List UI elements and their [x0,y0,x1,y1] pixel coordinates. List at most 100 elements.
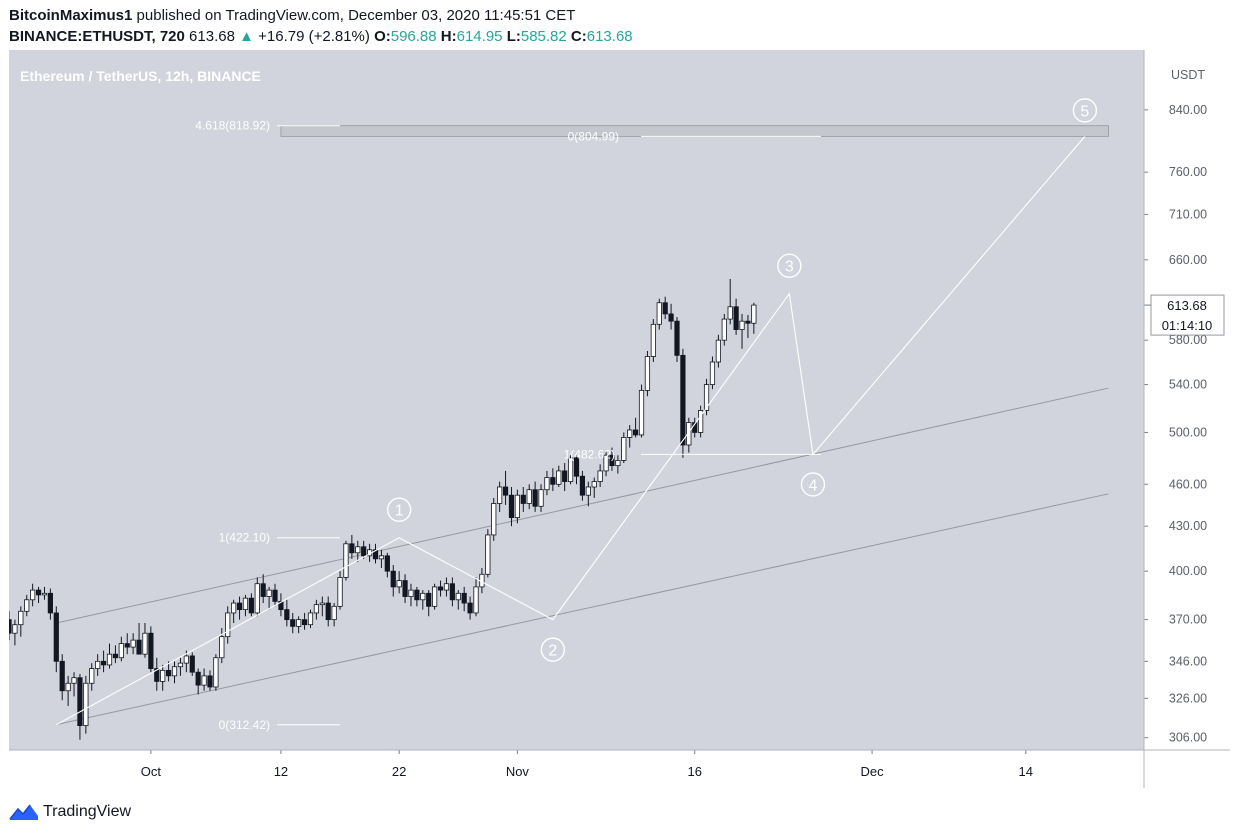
candle-body [467,602,473,614]
candle-body [361,546,367,557]
price-tick-label: 430.00 [1169,519,1207,533]
wave-label-5: 5 [1080,103,1089,120]
candle-body [272,589,278,602]
wave-circle-5 [1072,98,1098,123]
up-arrow-icon: ▲ [239,28,254,45]
candle-body [18,610,24,626]
candle-body [633,429,639,436]
candle-body [207,675,213,688]
wave-circle-1 [386,497,412,522]
candle-body [621,437,627,461]
candle-body [12,624,18,634]
candle-body [390,570,396,588]
candle-body [703,384,710,411]
candle-body [638,389,645,436]
wave-circle-4 [800,472,826,497]
candle-body [331,605,337,621]
candle-body [266,589,272,597]
tradingview-brand[interactable]: TradingView [43,803,132,820]
price-tick-label: 326.00 [1169,691,1207,705]
price-tick-label: 400.00 [1169,564,1207,578]
candle-body [242,597,249,611]
low-label: L: [506,28,521,45]
candle-body [177,662,184,668]
channel-line-1 [56,387,1109,624]
candle-body [65,682,71,692]
candle-body [337,577,343,607]
candle-body [154,668,160,682]
candle-body [674,320,680,356]
chart-title: Ethereum / TetherUS, 12h, BINANCE [20,68,261,84]
price-change: +16.79 (+2.81%) [258,28,370,45]
symbol-label: BINANCE:ETHUSDT, 720 [9,28,185,45]
channel-line-2 [56,493,1109,726]
candle-body [189,655,195,673]
fib-level-label: 0(312.42) [219,718,270,732]
candle-body [343,543,349,578]
candle-body [219,636,225,659]
candle-body [231,602,237,614]
candle-body [313,604,319,614]
candle-body [213,657,219,688]
fib-level-label: 1(422.10) [219,531,270,545]
candle-body [106,653,113,666]
candle-body [183,655,189,664]
candle-body [709,361,716,385]
close-label: C: [570,28,587,45]
candle-body [650,323,656,357]
candle-body [461,592,467,604]
price-tick-label: 370.00 [1169,613,1207,627]
candle-body [408,589,414,597]
elliott-wave-path [56,136,1086,726]
candle-body [160,669,166,682]
time-tick-label: Nov [506,764,530,779]
last-price-label: 613.68 [1167,298,1207,313]
candle-body [355,546,361,554]
candle-body [556,470,562,485]
price-chart[interactable]: 4.618(818.92) 0(804.99) 1(482.62) 1(422.10)… [9,50,1230,788]
candle-body [739,320,745,330]
axis-unit: USDT [1171,68,1205,82]
author-name[interactable]: BitcoinMaximus1 [9,7,133,24]
candle-body [420,592,426,601]
candle-body [201,675,207,686]
candle-body [532,489,538,507]
fib-level-label: 1(482.62) [564,447,615,461]
high-value: 614.95 [456,28,503,45]
open-value: 596.88 [390,28,437,45]
candle-body [225,612,231,638]
candle-body [544,477,550,491]
price-tick-label: 500.00 [1169,425,1207,439]
plot-background [9,50,1144,750]
candle-body [538,489,544,507]
wave-label-2: 2 [548,643,557,660]
candle-body [349,543,355,554]
candle-body [609,454,615,467]
low-value: 585.82 [520,28,567,45]
candle-body [615,460,621,467]
high-label: H: [440,28,457,45]
candle-body [254,583,260,614]
candle-body [668,313,674,322]
candle-body [284,609,290,621]
candle-body [520,494,526,504]
candle-body [325,602,331,621]
candle-body [248,597,254,614]
candle-body [567,457,574,482]
candle-body [195,671,201,686]
last-price: 613.68 [189,28,235,45]
candle-body [402,580,408,597]
candle-body [485,534,491,575]
candle-body [680,354,686,446]
time-tick-label: 12 [274,764,288,779]
candle-body [112,653,119,659]
candle-body [644,356,651,391]
candle-body [573,457,580,477]
time-axis-background [9,750,1144,788]
candle-body [426,592,432,607]
price-tick-label: 306.00 [1169,731,1207,745]
candle-body [41,592,48,596]
price-tick-label: 760.00 [1169,165,1207,179]
candle-body [443,583,450,591]
publish-info: published on TradingView.com, December 0… [136,7,576,24]
